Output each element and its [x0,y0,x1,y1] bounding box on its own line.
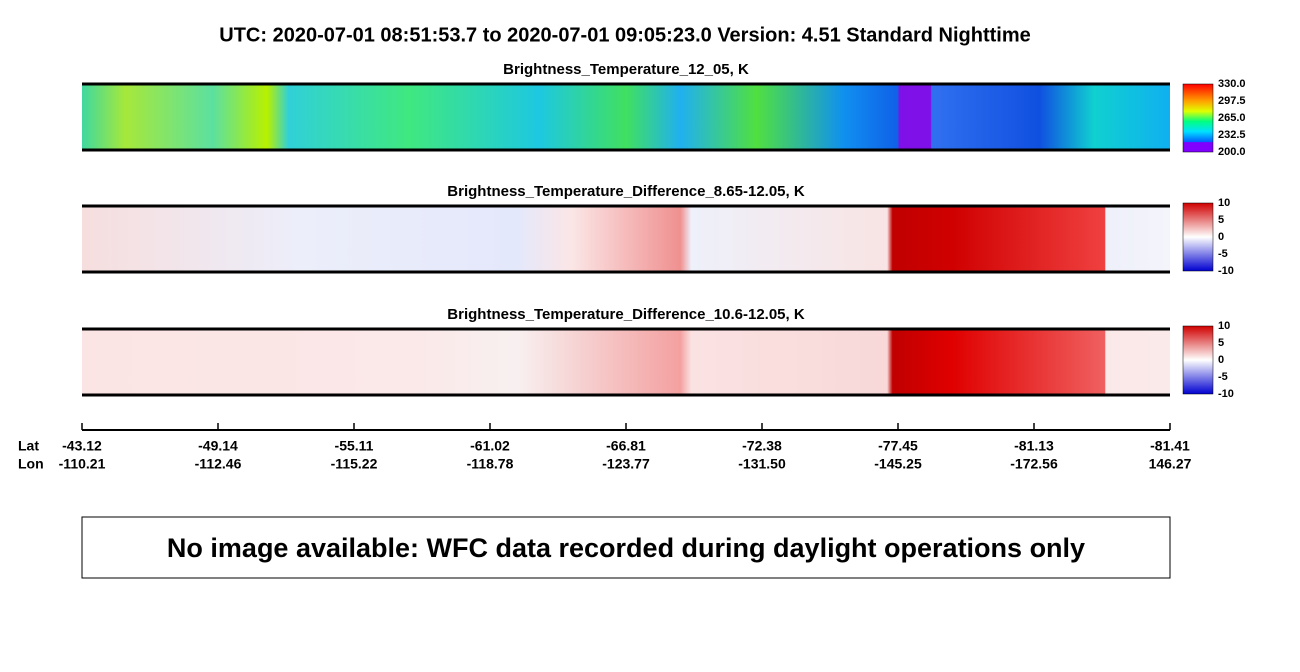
panel-title: Brightness_Temperature_Difference_10.6-1… [447,306,805,323]
geo-axis: Lat Lon -43.12 -110.21 -49.14 -112.46 -55.11 -1… [18,423,1192,472]
colorbar-label: 232.5 [1218,129,1246,141]
image-strip [82,206,1170,272]
lat-tick-label: -81.41 [1150,438,1190,454]
lat-tick-label: -77.45 [878,438,918,454]
lon-tick-label: -115.22 [331,456,378,472]
colorbar-label: 265.0 [1218,112,1246,124]
colorbar-label: 330.0 [1218,78,1246,90]
lat-tick-label: -55.11 [335,438,374,454]
colorbar [1182,83,1214,153]
lon-tick-label: -112.46 [195,456,242,472]
colorbar-label: 297.5 [1218,95,1246,107]
lat-tick-label: -61.02 [470,438,510,454]
notice: No image available: WFC data recorded du… [167,533,1085,563]
colorbar-label: 5 [1218,337,1224,349]
colorbar-label: 0 [1218,354,1224,366]
lat-label: Lat [18,438,39,454]
colorbar-label: 10 [1218,197,1230,209]
colorbar-label: -10 [1218,388,1234,400]
lon-tick-label: -110.21 [59,456,106,472]
lon-tick-label: -145.25 [874,456,922,472]
colorbar-label: -10 [1218,265,1234,277]
lon-label: Lon [18,456,44,472]
lat-tick-label: -66.81 [606,438,646,454]
notice-box [81,516,1171,579]
lon-tick-label: -172.56 [1010,456,1058,472]
panel-title: Brightness_Temperature_Difference_8.65-1… [447,183,805,200]
lon-tick-label: 146.27 [1149,456,1192,472]
image-strip [82,329,1170,395]
colorbar-label: -5 [1218,248,1228,260]
colorbar [1182,202,1214,272]
lon-tick-label: -123.77 [602,456,650,472]
panels: Brightness_Temperature_12_05, K 330.0 297.… [82,61,1246,400]
image-strip [82,84,1170,150]
colorbar-label: 0 [1218,231,1224,243]
colorbar-label: 5 [1218,214,1224,226]
lon-tick-label: -131.50 [738,456,786,472]
colorbar-label: 200.0 [1218,146,1246,158]
lat-tick-label: -43.12 [62,438,102,454]
colorbar-label: -5 [1218,371,1228,383]
lat-tick-label: -72.38 [742,438,782,454]
panel-title: Brightness_Temperature_12_05, K [503,61,749,78]
colorbar-label: 10 [1218,320,1230,332]
lat-tick-label: -49.14 [198,438,238,454]
page-title: UTC: 2020-07-01 08:51:53.7 to 2020-07-01… [219,24,1030,46]
lat-tick-label: -81.13 [1014,438,1054,454]
colorbar [1182,325,1214,395]
lon-tick-label: -118.78 [467,456,514,472]
